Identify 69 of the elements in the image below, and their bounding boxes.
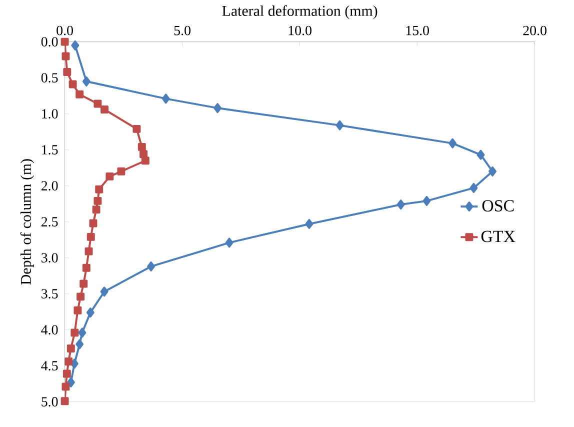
y-tick-label: 4.5: [41, 361, 58, 370]
point: [64, 357, 73, 366]
point: [76, 339, 84, 350]
point: [86, 308, 94, 318]
point: [94, 100, 102, 108]
point: [470, 182, 478, 193]
point: [214, 103, 222, 114]
y-tick-label: 1.0: [42, 109, 58, 119]
point: [76, 292, 85, 301]
point: [476, 150, 485, 160]
legend-label: OSC: [482, 200, 514, 212]
x-tick-label: 10.0: [288, 26, 312, 36]
x-axis-title: Lateral deformation (mm): [222, 5, 378, 19]
point: [448, 138, 457, 148]
point: [63, 68, 72, 76]
x-tick-label: 20.0: [523, 26, 546, 36]
point: [147, 261, 156, 272]
point: [60, 397, 69, 406]
point: [82, 264, 90, 272]
point: [305, 218, 314, 229]
y-tick-label: 4.0: [41, 325, 58, 335]
point: [488, 166, 496, 176]
point: [94, 196, 102, 205]
point: [141, 156, 150, 165]
point: [60, 38, 69, 46]
point: [71, 40, 80, 50]
point: [68, 80, 77, 88]
point: [106, 172, 114, 180]
x-tick-label: 0.0: [56, 26, 73, 36]
point: [62, 382, 70, 391]
point: [140, 150, 148, 158]
point: [86, 232, 95, 241]
point: [62, 52, 70, 60]
point: [70, 328, 79, 337]
y-tick-label: 2.5: [41, 217, 58, 227]
y-tick-label: 3.0: [42, 253, 58, 263]
point: [74, 306, 82, 314]
point: [95, 185, 104, 194]
point: [66, 377, 75, 388]
point: [100, 286, 108, 297]
point: [80, 280, 88, 288]
x-tick-label: 5.0: [174, 26, 190, 36]
y-tick-label: 0.0: [41, 37, 58, 47]
point: [396, 200, 405, 210]
y-tick-label: 3.5: [42, 289, 58, 299]
y-tick-label: 5.0: [42, 397, 58, 407]
x-tick-label: 15.0: [406, 26, 429, 36]
point: [225, 238, 234, 248]
point: [70, 358, 78, 369]
point: [117, 167, 126, 176]
point: [138, 142, 146, 151]
point: [89, 219, 98, 228]
y-tick-label: 0.5: [41, 73, 58, 83]
point: [100, 105, 109, 114]
point: [78, 328, 86, 338]
point: [76, 90, 84, 98]
y-axis-title: Depth of column (m): [20, 159, 34, 285]
point: [82, 76, 90, 86]
point: [84, 247, 93, 256]
legend-label: GTX: [481, 230, 516, 242]
point: [62, 370, 71, 378]
point: [336, 120, 344, 130]
point: [422, 196, 431, 206]
point: [66, 344, 75, 353]
point: [162, 94, 170, 104]
point: [132, 124, 141, 133]
y-tick-label: 1.5: [42, 145, 58, 155]
point: [92, 206, 100, 214]
y-tick-label: 2.0: [41, 181, 58, 191]
